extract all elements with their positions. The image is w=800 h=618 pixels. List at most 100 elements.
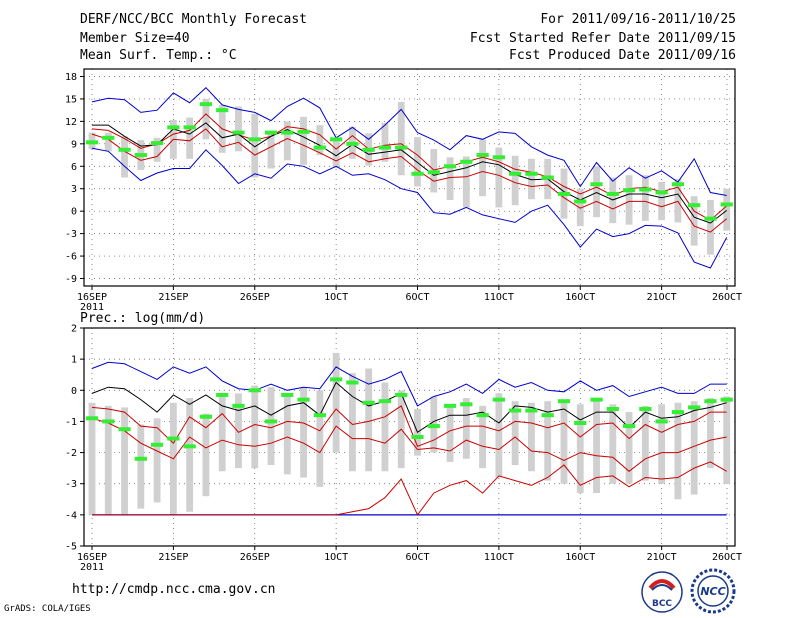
spread-box [332,352,340,453]
median-marker [557,191,571,196]
median-marker [622,424,636,429]
spread-box [576,188,584,227]
spread-box [348,373,356,472]
spread-box [300,387,307,478]
x-tick-label: 6OCT [405,552,429,563]
median-marker [492,397,505,402]
y-tick-label: 0 [71,386,77,397]
spread-box [251,385,259,469]
median-marker [460,402,473,407]
y-tick-label: 18 [65,72,77,83]
series-line-min [91,147,728,269]
spread-box [544,401,552,481]
median-marker [395,145,408,150]
median-marker [395,392,408,397]
x-tick-label: 26OCT [712,292,742,303]
median-marker [378,145,392,150]
median-marker [606,191,619,196]
median-marker [330,137,343,142]
median-marker [248,388,261,393]
median-marker [134,153,147,158]
series-line-upper [91,113,728,221]
median-marker [183,125,196,130]
spread-box [528,402,535,472]
spread-box [658,181,666,221]
median-marker [216,392,229,397]
series-line-lower [91,128,728,233]
median-marker [492,155,505,160]
median-marker [183,444,196,449]
spread-box [235,393,242,469]
y-tick-label: -4 [65,510,77,521]
spread-box [593,401,600,494]
spread-box [153,137,161,162]
spread-box [381,122,389,162]
median-marker [671,182,685,187]
spread-box [641,175,649,221]
spread-box [446,405,454,462]
median-marker [313,145,326,150]
ncc-logo-text: NCC [700,585,725,598]
spread-box [674,178,682,223]
x-tick-label: 11OCT [484,292,514,303]
grads-credit: GrADS: COLA/IGES [4,604,91,614]
spread-box [641,405,649,481]
x-tick-label: 21OCT [647,292,677,303]
y-tick-label: 6 [71,162,77,173]
y-tick-label: -5 [65,542,77,553]
member-size: Member Size=40 [80,31,190,46]
median-marker [362,400,375,405]
plot-frame [83,327,736,547]
median-marker [232,130,245,135]
median-marker [199,102,213,107]
median-marker [509,408,522,413]
spread-box [560,402,568,484]
median-marker [590,397,603,402]
median-marker [378,399,392,404]
series-line-max [91,361,727,407]
median-marker [362,147,375,152]
median-marker [427,424,440,429]
spread-box [446,157,454,200]
median-marker [509,171,522,176]
spread-box [674,402,682,500]
median-marker [102,135,115,140]
median-marker [264,130,278,135]
spread-box [251,113,259,178]
spread-box [462,398,470,459]
spread-box [609,404,617,484]
precip-panel-title: Prec.: log(mm/d) [80,311,205,326]
spread-box [235,106,242,152]
spread-box [658,404,666,484]
x-tick-label: 16OCT [565,292,595,303]
median-marker [541,413,554,418]
median-marker [427,170,440,175]
series-line-lower [91,417,727,472]
median-marker [167,436,180,441]
median-marker [688,203,701,208]
x-year-label: 2011 [80,302,104,313]
bcc-logo-icon: BCC [641,571,683,613]
median-marker [655,419,668,424]
median-marker [150,442,164,447]
y-tick-label: 2 [71,324,77,335]
spread-box [316,125,324,156]
median-marker [671,410,685,415]
median-marker [443,403,457,408]
y-tick-label: 1 [71,355,77,366]
median-marker [704,216,717,221]
median-marker [557,399,571,404]
produced-date: Fcst Produced Date 2011/09/16 [509,48,736,63]
spread-box [593,166,600,218]
y-tick-label: -9 [65,274,77,285]
y-tick-label: -2 [65,448,77,459]
source-url[interactable]: http://cmdp.ncc.cma.gov.cn [72,582,276,597]
plot-frame [83,68,736,287]
x-tick-label: 16OCT [565,552,595,563]
spread-box [332,140,340,168]
median-marker [704,399,717,404]
median-marker [460,159,473,164]
spread-box [707,398,714,469]
bcc-logo-text: BCC [652,599,672,609]
series-line-max [91,86,727,196]
